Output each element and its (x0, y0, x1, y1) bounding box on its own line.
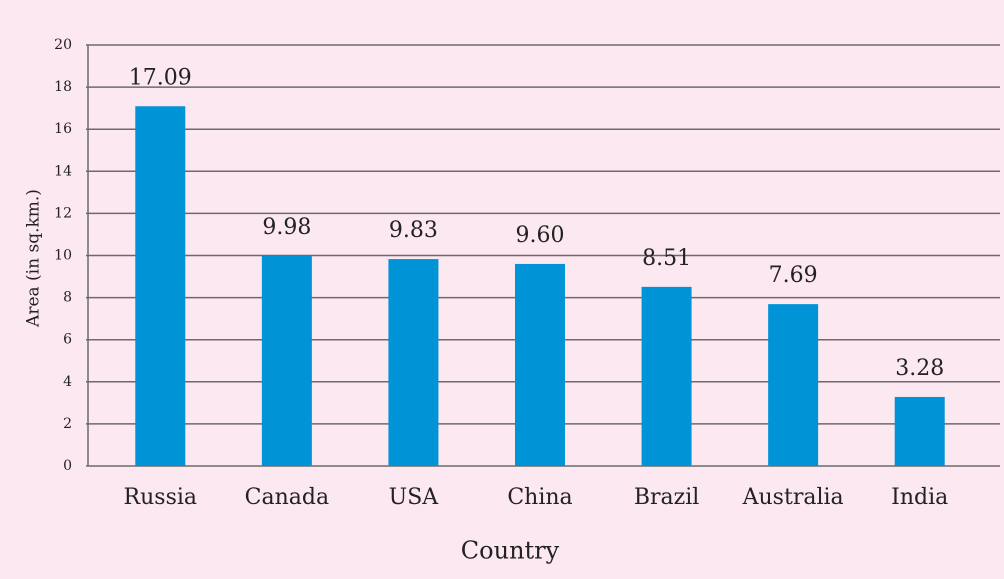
value-label: 17.09 (129, 65, 192, 90)
x-tick-label: China (507, 485, 572, 510)
x-tick-label: India (891, 485, 948, 510)
bar (388, 259, 439, 466)
value-label: 9.83 (389, 218, 438, 243)
x-axis-label: Country (461, 537, 560, 565)
value-label: 9.98 (262, 215, 311, 240)
y-tick-label: 18 (54, 79, 72, 95)
x-tick-label: Canada (245, 485, 329, 510)
y-axis-label: Area (in sq.km.) (24, 189, 44, 328)
y-tick-label: 8 (63, 290, 72, 306)
y-tick-label: 4 (63, 374, 72, 390)
y-tick-label: 2 (63, 416, 72, 432)
value-label: 3.28 (895, 356, 944, 381)
x-tick-label: Russia (124, 485, 197, 510)
value-label: 9.60 (516, 223, 565, 248)
value-label: 7.69 (769, 263, 818, 288)
bar (261, 255, 312, 466)
x-tick-label: USA (389, 485, 440, 510)
bar (768, 304, 819, 466)
y-tick-label: 10 (54, 248, 72, 264)
y-tick-label: 12 (54, 205, 72, 221)
value-label: 8.51 (642, 246, 691, 271)
y-tick-label: 6 (63, 332, 72, 348)
bar (894, 396, 945, 466)
bar (515, 263, 565, 466)
y-tick-label: 20 (54, 37, 72, 53)
y-tick-label: 0 (63, 458, 72, 474)
bar (641, 286, 692, 466)
bar (135, 106, 186, 467)
y-tick-label: 16 (54, 121, 72, 137)
x-tick-label: Australia (742, 485, 844, 510)
x-tick-label: Brazil (634, 485, 699, 510)
y-tick-label: 14 (54, 163, 72, 179)
